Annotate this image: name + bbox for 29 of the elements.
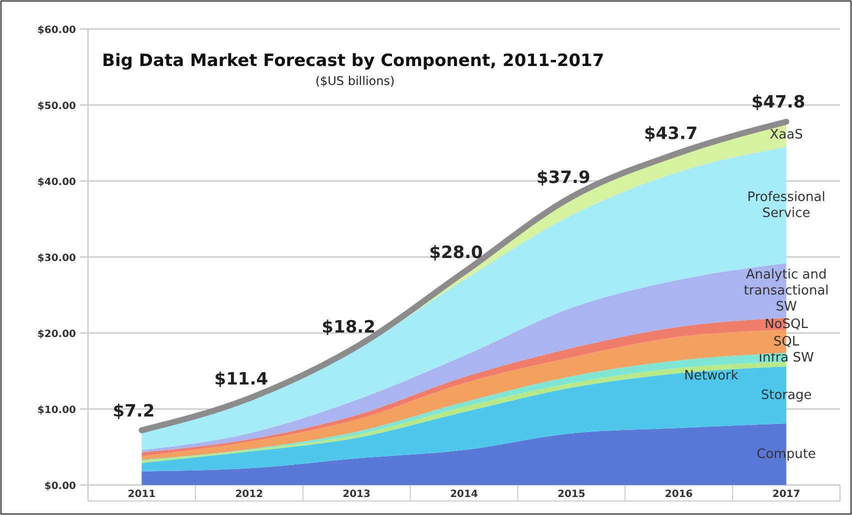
x-tick-label: 2013 [342,489,371,500]
y-tick-label: $50.00 [37,101,76,112]
total-label: $37.9 [536,168,590,188]
y-tick-label: $60.00 [37,25,76,36]
x-tick-label: 2011 [128,489,156,500]
series-label: XaaS [770,127,803,142]
x-tick-label: 2012 [235,489,264,500]
text: Big Data Market Forecast by Component, 2011-2017 [102,51,604,71]
y-tick-label: $10.00 [37,405,76,416]
x-tick-label: 2015 [558,489,586,500]
total-label: $11.4 [214,369,268,390]
total-label: $18.2 [322,318,376,338]
total-label: $7.2 [112,401,155,422]
y-tick-label: $0.00 [44,481,76,492]
y-tick-label: $30.00 [37,253,76,264]
total-label: $47.8 [751,92,806,113]
text: ($US billions) [315,74,395,88]
y-tick-label: $20.00 [37,329,76,340]
total-label: $28.0 [429,243,484,264]
series-label: Storage [760,388,812,403]
y-tick-label: $40.00 [37,177,76,188]
total-label: $43.7 [644,124,698,144]
x-tick-label: 2017 [772,489,800,500]
x-tick-label: 2014 [450,489,478,500]
series-label: Network [684,368,739,384]
series-label: Professional Service [747,190,826,221]
series-label: Analytic and transactional SW [744,267,829,314]
series-label: Compute [756,447,816,462]
x-tick-label: 2016 [664,489,693,500]
